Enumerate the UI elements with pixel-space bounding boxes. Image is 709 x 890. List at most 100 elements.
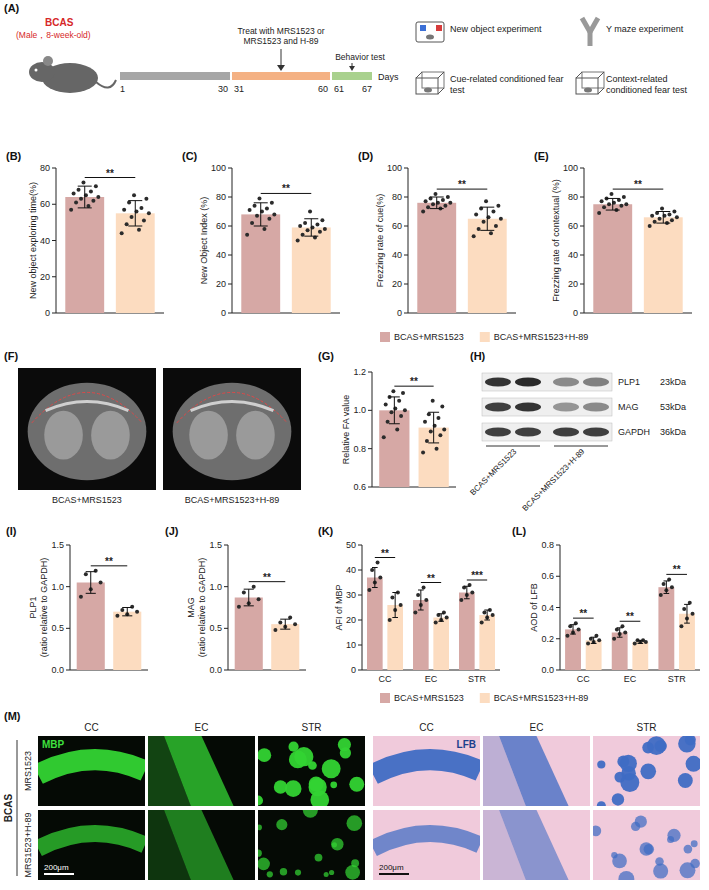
error-stem: [686, 604, 687, 623]
error-cap: [372, 587, 378, 588]
bundle: [620, 755, 637, 772]
error-cap: [86, 593, 96, 594]
panel-letter: (D): [358, 150, 374, 162]
y-tick-label: 40: [346, 565, 356, 575]
bar: [632, 642, 648, 670]
bundle: [346, 815, 362, 831]
error-stem: [436, 197, 437, 209]
point: [496, 204, 500, 208]
row-label: MRS1523: [23, 751, 33, 791]
y-tick: [228, 226, 232, 227]
band-size: 23kDa: [660, 377, 686, 387]
bundle: [597, 760, 605, 768]
bundle: [315, 854, 323, 862]
point: [433, 192, 437, 196]
point: [135, 610, 139, 614]
y-tick-label: 0: [221, 308, 226, 318]
legend-swatch: [380, 332, 390, 342]
bar: [417, 203, 456, 313]
y-tick-label: 0.6: [541, 571, 554, 581]
y-tick: [52, 276, 56, 277]
chart: 020406080100Frezzing rate of contextual …: [551, 163, 692, 318]
y-tick: [66, 545, 70, 546]
micrograph: [258, 736, 365, 806]
error-stem: [394, 397, 395, 424]
point: [597, 638, 601, 642]
x-axis: [362, 670, 500, 671]
text-line: Y maze experiment: [606, 24, 684, 34]
error-cap: [128, 200, 142, 201]
error-stem: [127, 608, 128, 616]
point: [431, 202, 435, 206]
scale-label: 200μm: [379, 863, 404, 872]
point: [653, 220, 657, 224]
point: [367, 588, 371, 592]
error-cap: [438, 621, 444, 622]
error-bar: [392, 593, 398, 618]
error-bar: [304, 219, 318, 236]
bar: [586, 640, 602, 670]
error-cap: [428, 412, 439, 413]
bar: [271, 624, 299, 670]
micrograph-bg: [148, 810, 255, 880]
point: [386, 420, 390, 424]
legend-swatch: [480, 332, 490, 342]
bundle: [640, 764, 656, 780]
y-tick-label: 20: [568, 279, 578, 289]
point: [422, 586, 426, 590]
mri-tract: [191, 402, 274, 411]
error-bar: [389, 397, 400, 424]
test-label: Y maze experiment: [606, 24, 684, 34]
bundle: [686, 756, 700, 772]
lane-label: BCAS+MRS1523: [468, 447, 519, 498]
point: [477, 227, 481, 231]
significance: **: [263, 572, 271, 583]
bar: [77, 583, 105, 671]
y-tick-label: 80: [40, 163, 50, 173]
significance: **: [458, 179, 466, 190]
y-tick: [404, 313, 408, 314]
y-tick: [404, 168, 408, 169]
image-label: BCAS+MRS1523+H-89: [185, 495, 280, 505]
error-cap: [684, 604, 690, 605]
significance: **: [105, 556, 113, 567]
y-tick: [368, 372, 372, 373]
error-bar: [280, 619, 290, 629]
y-tick: [358, 545, 362, 546]
point: [267, 217, 271, 221]
bundle: [684, 845, 693, 854]
error-cap: [480, 230, 494, 231]
error-cap: [392, 617, 398, 618]
point: [79, 595, 83, 599]
bundle: [612, 793, 624, 805]
y-tick-label: 100: [211, 163, 226, 173]
icon-edge: [576, 72, 604, 94]
y-tick: [556, 607, 560, 608]
error-stem: [441, 614, 442, 622]
point: [250, 221, 254, 225]
panel-letter: (B): [6, 150, 22, 162]
mri-texture: [189, 411, 228, 460]
micrograph-bg: [258, 810, 365, 880]
y-axis-title: PLP1: [28, 596, 38, 618]
point: [472, 234, 476, 238]
panel-letter: (M): [4, 710, 21, 722]
x-tick-label: EC: [425, 674, 438, 684]
point: [74, 200, 78, 204]
error-cap: [606, 198, 620, 199]
y-tick: [228, 284, 232, 285]
text-line: New object experiment: [450, 24, 542, 34]
tract: [373, 760, 480, 775]
bundle: [678, 773, 693, 788]
point: [306, 228, 310, 232]
significance: **: [427, 573, 435, 584]
bar: [468, 219, 507, 313]
bundle: [330, 781, 337, 788]
y-tick: [52, 168, 56, 169]
error-bar: [78, 186, 92, 208]
tract-diffuse: [148, 736, 191, 806]
panel-letter: (K): [318, 525, 334, 537]
point: [416, 593, 420, 597]
bar: [241, 214, 280, 313]
lane-bracket: [554, 446, 608, 447]
